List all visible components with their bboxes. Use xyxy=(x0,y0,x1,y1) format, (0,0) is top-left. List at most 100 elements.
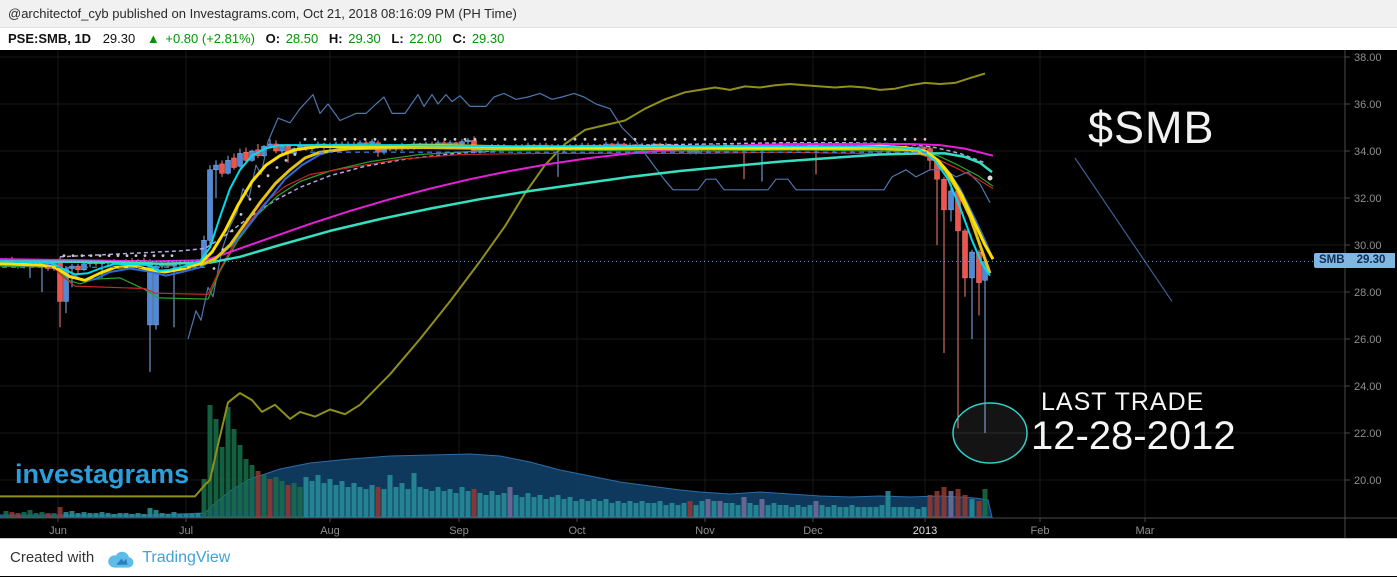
candle-body xyxy=(363,142,369,145)
time-tick-label[interactable]: Oct xyxy=(568,525,585,537)
volume-bar xyxy=(759,499,765,517)
sar-dot xyxy=(593,137,597,141)
volume-bar xyxy=(879,505,885,517)
volume-bar xyxy=(453,493,459,517)
volume-bar xyxy=(549,497,555,517)
sar-dot xyxy=(543,137,547,141)
volume-bar xyxy=(771,503,777,517)
volume-bar xyxy=(141,514,147,517)
price-tick-label[interactable]: 30.00 xyxy=(1354,240,1382,252)
candle-body xyxy=(369,141,375,145)
symbol-watermark: $SMB xyxy=(1088,102,1215,153)
sar-dot xyxy=(903,137,907,141)
price-tick-label[interactable]: 24.00 xyxy=(1354,381,1382,393)
volume-bar xyxy=(735,505,741,517)
time-tick-label[interactable]: Mar xyxy=(1136,525,1155,537)
time-tick-label[interactable]: Jul xyxy=(179,525,193,537)
sar-dot xyxy=(813,137,817,141)
volume-bar xyxy=(9,512,15,517)
sar-dot xyxy=(152,254,156,257)
volume-bar xyxy=(15,513,21,517)
sar-dot xyxy=(653,137,657,141)
volume-bar xyxy=(603,499,609,517)
price-tick-label[interactable]: 28.00 xyxy=(1354,287,1382,299)
ma-green xyxy=(0,149,994,300)
price-tick-label[interactable]: 20.00 xyxy=(1354,475,1382,487)
price-tick-label[interactable]: 22.00 xyxy=(1354,428,1382,440)
volume-bar xyxy=(657,501,663,517)
volume-bar xyxy=(976,501,982,517)
volume-bar xyxy=(861,507,867,517)
volume-bar xyxy=(909,507,915,517)
volume-bar xyxy=(183,514,189,517)
sar-dot xyxy=(793,137,797,141)
price-tick-label[interactable]: 34.00 xyxy=(1354,146,1382,158)
volume-bar xyxy=(93,513,99,517)
sar-dot xyxy=(803,137,807,141)
chart-canvas[interactable]: 38.00 36.00 34.00 32.00 30.00 28.00 26.00 24.00… xyxy=(0,50,1397,538)
price-tick-label[interactable]: 36.00 xyxy=(1354,99,1382,111)
sar-dot xyxy=(563,137,567,141)
time-tick-label[interactable]: Sep xyxy=(449,525,469,537)
price-tick-label[interactable]: 26.00 xyxy=(1354,334,1382,346)
volume-bar xyxy=(483,495,489,517)
sar-dot xyxy=(353,137,357,141)
price-tick-label[interactable]: 32.00 xyxy=(1354,193,1382,205)
zigzag-projection xyxy=(1074,157,1173,302)
time-tick-label[interactable]: Dec xyxy=(803,525,823,537)
volume-bar xyxy=(675,505,681,517)
candle-body xyxy=(63,268,69,302)
time-tick-label[interactable]: 2013 xyxy=(913,525,937,537)
volume-bar xyxy=(117,513,123,517)
time-tick-label[interactable]: Nov xyxy=(695,525,715,537)
volume-bar xyxy=(387,475,393,517)
volume-bar xyxy=(261,475,267,517)
volume-bar xyxy=(177,514,183,517)
time-tick-label[interactable]: Aug xyxy=(320,525,340,537)
sar-dot xyxy=(923,137,927,141)
volume-bar xyxy=(303,477,309,517)
volume-bar xyxy=(501,493,507,517)
price-tick-label[interactable]: 38.00 xyxy=(1354,52,1382,64)
volume-bar xyxy=(723,503,729,517)
sar-dot xyxy=(693,137,697,141)
volume-bar xyxy=(255,471,261,517)
volume-bar xyxy=(45,513,51,517)
volume-bar xyxy=(441,491,447,517)
volume-bar xyxy=(471,489,477,517)
volume-bar xyxy=(579,499,585,517)
volume-bar xyxy=(123,513,129,517)
volume-bar xyxy=(225,407,231,517)
tradingview-link[interactable]: TradingView xyxy=(142,549,231,566)
candle-body xyxy=(921,147,927,149)
volume-bar xyxy=(33,513,39,517)
low-label: L: xyxy=(391,31,404,46)
volume-bar xyxy=(381,489,387,517)
chart-area[interactable]: 38.00 36.00 34.00 32.00 30.00 28.00 26.00 24.00… xyxy=(0,50,1397,538)
volume-bar xyxy=(573,501,579,517)
volume-bar xyxy=(81,512,87,517)
volume-bar xyxy=(897,507,903,517)
volume-bar xyxy=(339,481,345,517)
sar-dot xyxy=(423,137,427,141)
candle-body xyxy=(976,251,982,283)
sar-dot xyxy=(303,137,307,141)
volume-bar xyxy=(687,501,693,517)
last-price-value: 29.30 xyxy=(102,31,136,46)
volume-bar xyxy=(903,507,909,517)
candle-body xyxy=(459,141,465,145)
time-tick-label[interactable]: Feb xyxy=(1031,525,1050,537)
time-tick-label[interactable]: Jun xyxy=(49,525,67,537)
candle-body xyxy=(231,157,237,168)
symbol-interval-label: PSE:SMB, 1D xyxy=(8,31,92,46)
candle-body xyxy=(75,265,81,270)
sar-dot xyxy=(723,137,727,141)
sar-dot xyxy=(293,153,297,156)
sar-dot xyxy=(733,137,737,141)
volume-bar xyxy=(855,507,861,517)
volume-bar xyxy=(195,513,201,517)
volume-bar xyxy=(375,487,381,517)
sar-dot xyxy=(373,137,377,141)
volume-bar xyxy=(111,514,117,517)
volume-bar xyxy=(915,509,921,517)
